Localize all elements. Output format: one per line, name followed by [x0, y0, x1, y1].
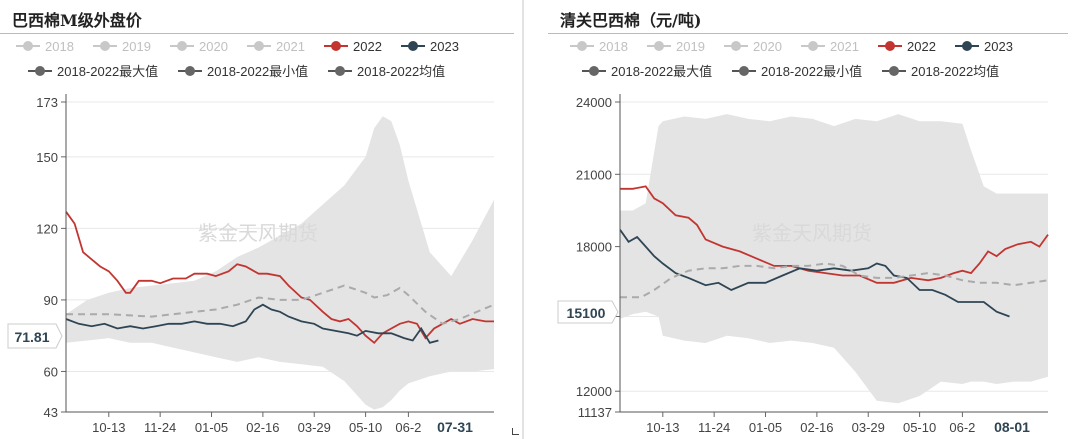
- resize-corner-icon: [512, 428, 519, 435]
- svg-text:2018-2022最小值: 2018-2022最小值: [207, 64, 308, 79]
- svg-text:2018-2022均值: 2018-2022均值: [357, 64, 445, 79]
- y-tick-label: 12000: [576, 384, 612, 399]
- svg-text:2019: 2019: [122, 39, 151, 54]
- plot-area: 11137120001510018000210002400010-1311-24…: [576, 94, 1049, 435]
- legend-item-2022[interactable]: 2022: [878, 39, 936, 54]
- current-value-tag: 71.81: [7, 323, 63, 349]
- svg-text:2021: 2021: [276, 39, 305, 54]
- x-tick-label: 10-13: [646, 420, 679, 435]
- svg-text:2018-2022均值: 2018-2022均值: [911, 64, 999, 79]
- title-divider: [548, 33, 1068, 34]
- legend-item-2020[interactable]: 2020: [170, 39, 228, 54]
- y-tick-label: 60: [44, 364, 58, 379]
- x-tick-label: 02-16: [246, 420, 279, 435]
- series-line-avg: [620, 262, 1049, 299]
- svg-text:2018-2022最小值: 2018-2022最小值: [761, 64, 862, 79]
- legend-item-2019[interactable]: 2019: [647, 39, 705, 54]
- y-tick-label: 90: [44, 293, 58, 308]
- x-tick-label: 11-24: [144, 420, 176, 435]
- legend-item-stat[interactable]: 2018-2022均值: [328, 64, 445, 79]
- x-tick-label: 03-29: [298, 420, 331, 435]
- svg-text:2023: 2023: [430, 39, 459, 54]
- watermark: 紫金天风期货: [752, 222, 872, 245]
- chart-panel-right: 清关巴西棉（元/吨) 2018 2019 2020 2021 2022 2023 2018…: [548, 0, 1074, 439]
- legend-row-stats: 2018-2022最大值 2018-2022最小值 2018-2022均值: [582, 64, 999, 79]
- svg-text:2021: 2021: [830, 39, 859, 54]
- current-value-label: 15100: [567, 305, 606, 321]
- svg-text:2022: 2022: [907, 39, 936, 54]
- current-value-tag: 15100: [557, 300, 619, 324]
- x-tick-label: 06-2: [949, 420, 975, 435]
- y-tick-label: 173: [36, 95, 58, 110]
- series-line-2023: [619, 229, 1010, 318]
- max-min-band: [66, 116, 494, 410]
- svg-text:2018-2022最大值: 2018-2022最大值: [57, 64, 158, 79]
- x-tick-label: 10-13: [92, 420, 125, 435]
- line-chart-left: 2018 2019 2020 2021 2022 2023 2018-2022最大值 201…: [7, 39, 495, 435]
- svg-text:2019: 2019: [676, 39, 705, 54]
- x-tick-label: 05-10: [903, 420, 936, 435]
- svg-text:2020: 2020: [753, 39, 782, 54]
- y-tick-label: 21000: [576, 167, 612, 182]
- chart-panel-left: 巴西棉M级外盘价 2018 2019 2020 2021 2022 2023 2018-2…: [0, 0, 520, 439]
- y-tick-label: 11137: [578, 405, 612, 420]
- legend: 2018 2019 2020 2021 2022 2023 2018-2022最大值 201…: [570, 39, 1013, 79]
- svg-text:2018-2022最大值: 2018-2022最大值: [611, 64, 712, 79]
- title-divider: [0, 33, 514, 34]
- svg-text:2022: 2022: [353, 39, 382, 54]
- legend-item-stat[interactable]: 2018-2022最大值: [582, 64, 712, 79]
- legend-item-2018[interactable]: 2018: [570, 39, 628, 54]
- legend-item-stat[interactable]: 2018-2022最小值: [732, 64, 862, 79]
- legend-item-stat[interactable]: 2018-2022均值: [882, 64, 999, 79]
- x-tick-label: 03-29: [852, 420, 885, 435]
- legend-item-2020[interactable]: 2020: [724, 39, 782, 54]
- panel-divider: [522, 0, 524, 439]
- current-date-label: 07-31: [437, 419, 473, 435]
- series-line-avg: [66, 284, 495, 325]
- watermark: 紫金天风期货: [198, 222, 318, 245]
- legend-item-2018[interactable]: 2018: [16, 39, 74, 54]
- x-tick-label: 11-24: [698, 420, 730, 435]
- y-tick-label: 43: [44, 405, 58, 420]
- panel-gap: [524, 0, 548, 439]
- legend-item-2023[interactable]: 2023: [955, 39, 1013, 54]
- svg-text:2023: 2023: [984, 39, 1013, 54]
- legend-row-years: 2018 2019 2020 2021 2022 2023: [570, 39, 1013, 54]
- x-tick-label: 02-16: [800, 420, 833, 435]
- current-value-label: 71.81: [14, 329, 49, 345]
- plot-area: 43 60 90 120 150 173 10-13 11-24 01-05 02-16 03-29…: [36, 94, 495, 435]
- series-line-2023: [65, 303, 439, 344]
- y-tick-label: 18000: [576, 240, 612, 255]
- legend-item-2019[interactable]: 2019: [93, 39, 151, 54]
- legend-item-stat[interactable]: 2018-2022最大值: [28, 64, 158, 79]
- legend-row-stats: 2018-2022最大值 2018-2022最小值 2018-2022均值: [28, 64, 445, 79]
- legend: 2018 2019 2020 2021 2022 2023 2018-2022最大值 201…: [16, 39, 459, 79]
- legend-item-2022[interactable]: 2022: [324, 39, 382, 54]
- legend-item-stat[interactable]: 2018-2022最小值: [178, 64, 308, 79]
- legend-item-2021[interactable]: 2021: [801, 39, 859, 54]
- legend-item-2021[interactable]: 2021: [247, 39, 305, 54]
- chart-title: 清关巴西棉（元/吨): [560, 11, 702, 30]
- svg-text:2018: 2018: [45, 39, 74, 54]
- svg-text:2018: 2018: [599, 39, 628, 54]
- series-line-2022: [65, 211, 494, 345]
- legend-row-years: 2018 2019 2020 2021 2022 2023: [16, 39, 459, 54]
- legend-item-2023[interactable]: 2023: [401, 39, 459, 54]
- x-tick-label: 01-05: [195, 420, 228, 435]
- x-tick-label: 06-2: [395, 420, 421, 435]
- x-tick-label: 01-05: [749, 420, 782, 435]
- y-tick-label: 24000: [576, 95, 612, 110]
- current-date-label: 08-01: [994, 419, 1030, 435]
- svg-text:2020: 2020: [199, 39, 228, 54]
- line-chart-right: 2018 2019 2020 2021 2022 2023 2018-2022最大值 201…: [557, 39, 1049, 435]
- series-line-2022: [620, 185, 1049, 284]
- chart-title: 巴西棉M级外盘价: [12, 11, 142, 30]
- x-tick-label: 05-10: [349, 420, 382, 435]
- y-tick-label: 120: [36, 221, 58, 236]
- max-min-band: [620, 114, 1048, 404]
- y-tick-label: 150: [36, 150, 58, 165]
